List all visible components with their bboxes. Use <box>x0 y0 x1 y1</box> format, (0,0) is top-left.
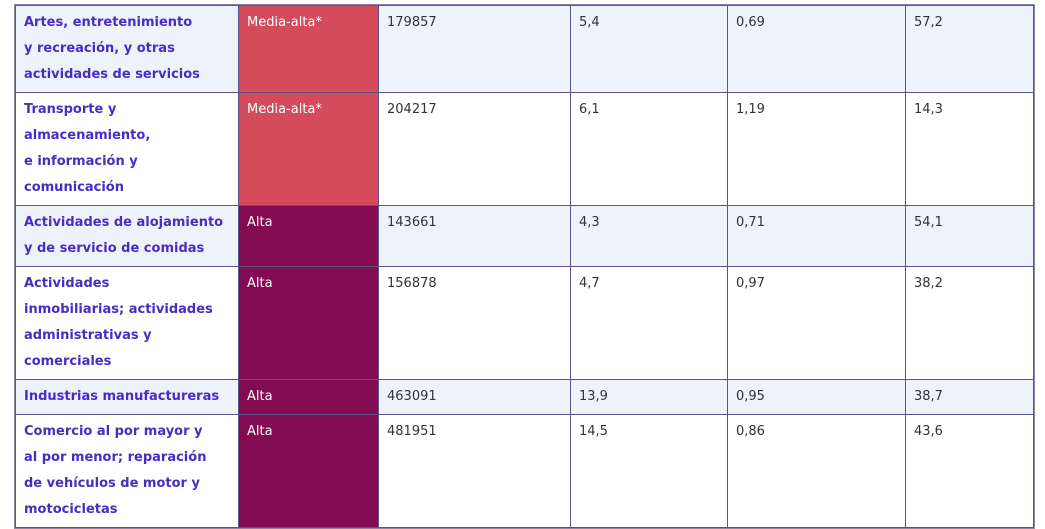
level-cell: Alta <box>238 414 379 528</box>
sector-line: Industrias manufactureras <box>24 389 220 404</box>
table-row: Artes, entretenimiento y recreación, y ot… <box>15 5 1034 93</box>
table-row: Actividades inmobiliarias; actividades adm… <box>15 266 1034 380</box>
sector-cell: Actividades de alojamiento y de servicio … <box>15 205 239 267</box>
table-frame: Artes, entretenimiento y recreación, y ot… <box>14 4 1035 529</box>
table-row: Transporte y almacenamiento, e información… <box>15 92 1034 206</box>
value-cell: 204217 <box>378 92 571 206</box>
value-cell: 143661 <box>378 205 571 267</box>
value-cell: 13,9 <box>570 379 728 415</box>
level-cell: Alta <box>238 379 379 415</box>
value-cell: 0,97 <box>727 266 906 380</box>
value-cell: 6,1 <box>570 92 728 206</box>
sector-line: inmobiliarias; actividades <box>24 302 213 317</box>
sector-line: Comercio al por mayor y <box>24 424 203 439</box>
value-cell: 38,7 <box>905 379 1034 415</box>
value-cell: 1,19 <box>727 92 906 206</box>
value-cell: 43,6 <box>905 414 1034 528</box>
sector-line: almacenamiento, <box>24 128 151 143</box>
value-cell: 54,1 <box>905 205 1034 267</box>
value-cell: 0,71 <box>727 205 906 267</box>
sector-line: actividades de servicios <box>24 67 200 82</box>
data-table: Artes, entretenimiento y recreación, y ot… <box>15 5 1034 528</box>
value-cell: 4,3 <box>570 205 728 267</box>
value-cell: 0,86 <box>727 414 906 528</box>
value-cell: 38,2 <box>905 266 1034 380</box>
level-cell: Media-alta* <box>238 5 379 93</box>
value-cell: 0,95 <box>727 379 906 415</box>
value-cell: 179857 <box>378 5 571 93</box>
table-row: Comercio al por mayor y al por menor; rep… <box>15 414 1034 528</box>
sector-line: de vehículos de motor y <box>24 476 200 491</box>
value-cell: 463091 <box>378 379 571 415</box>
sector-line: y recreación, y otras <box>24 41 175 56</box>
level-cell: Alta <box>238 205 379 267</box>
value-cell: 156878 <box>378 266 571 380</box>
table-row: Actividades de alojamiento y de servicio … <box>15 205 1034 267</box>
value-cell: 481951 <box>378 414 571 528</box>
page: Artes, entretenimiento y recreación, y ot… <box>14 4 1035 529</box>
table-row: Industrias manufactureras Alta 463091 13,9 0… <box>15 379 1034 415</box>
level-cell: Alta <box>238 266 379 380</box>
table-body: Artes, entretenimiento y recreación, y ot… <box>15 5 1034 528</box>
value-cell: 0,69 <box>727 5 906 93</box>
value-cell: 4,7 <box>570 266 728 380</box>
sector-line: motocicletas <box>24 502 118 517</box>
sector-line: al por menor; reparación <box>24 450 207 465</box>
sector-line: Actividades de alojamiento <box>24 215 224 230</box>
sector-cell: Transporte y almacenamiento, e información… <box>15 92 239 206</box>
sector-cell: Industrias manufactureras <box>15 379 239 415</box>
sector-line: Transporte y <box>24 102 117 117</box>
level-cell: Media-alta* <box>238 92 379 206</box>
value-cell: 14,3 <box>905 92 1034 206</box>
sector-line: comunicación <box>24 180 124 195</box>
value-cell: 57,2 <box>905 5 1034 93</box>
sector-line: comerciales <box>24 354 112 369</box>
value-cell: 14,5 <box>570 414 728 528</box>
sector-cell: Artes, entretenimiento y recreación, y ot… <box>15 5 239 93</box>
sector-cell: Comercio al por mayor y al por menor; rep… <box>15 414 239 528</box>
sector-line: Artes, entretenimiento <box>24 15 193 30</box>
sector-line: administrativas y <box>24 328 152 343</box>
sector-line: y de servicio de comidas <box>24 241 205 256</box>
sector-line: e información y <box>24 154 138 169</box>
sector-line: Actividades <box>24 276 110 291</box>
value-cell: 5,4 <box>570 5 728 93</box>
sector-cell: Actividades inmobiliarias; actividades adm… <box>15 266 239 380</box>
